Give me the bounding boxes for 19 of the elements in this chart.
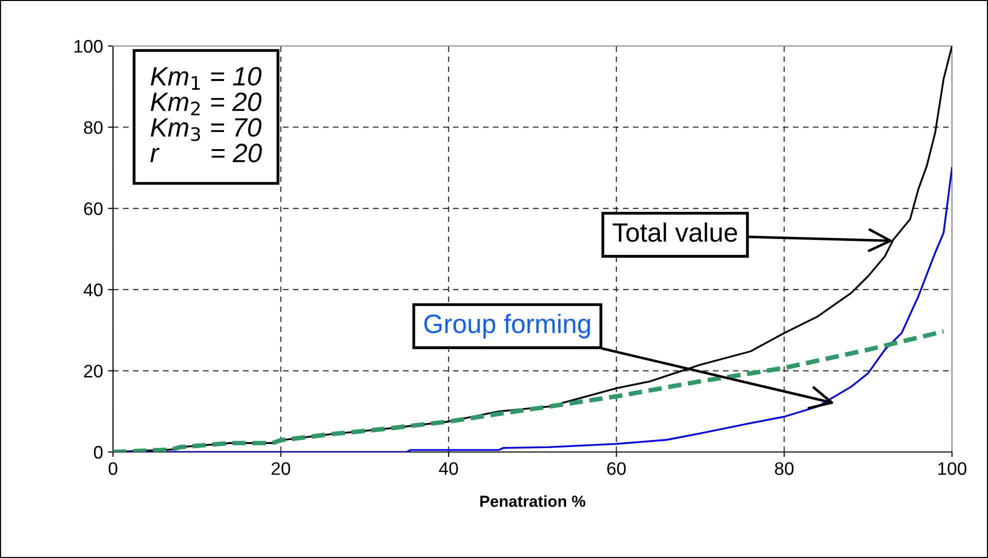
y-tick-label: 60 (84, 202, 103, 216)
y-tick-label: 80 (84, 121, 103, 134)
x-tick-label: 20 (272, 462, 290, 475)
annotation: r = 20 (150, 144, 262, 162)
y-tick-label: 20 (84, 364, 103, 378)
annotation: Km$_{3}$ = 70 (150, 118, 262, 142)
y-tick-label: 100 (74, 40, 103, 53)
y-tick-label: 0 (94, 446, 103, 459)
annotation: Km$_{2}$ = 20 (150, 92, 262, 116)
x-axis-title: Penatration % (480, 495, 586, 507)
y-tick-label: 40 (84, 284, 103, 296)
x-tick-label: 100 (938, 462, 966, 475)
x-tick-label: 60 (607, 462, 626, 475)
annotation: Total value (612, 222, 738, 242)
annotation: Km$_{1}$ = 10 (150, 66, 262, 90)
x-tick-label: 0 (108, 462, 118, 475)
annotation: Group forming (424, 314, 590, 338)
x-tick-label: 80 (774, 462, 794, 475)
x-tick-label: 40 (438, 462, 458, 475)
